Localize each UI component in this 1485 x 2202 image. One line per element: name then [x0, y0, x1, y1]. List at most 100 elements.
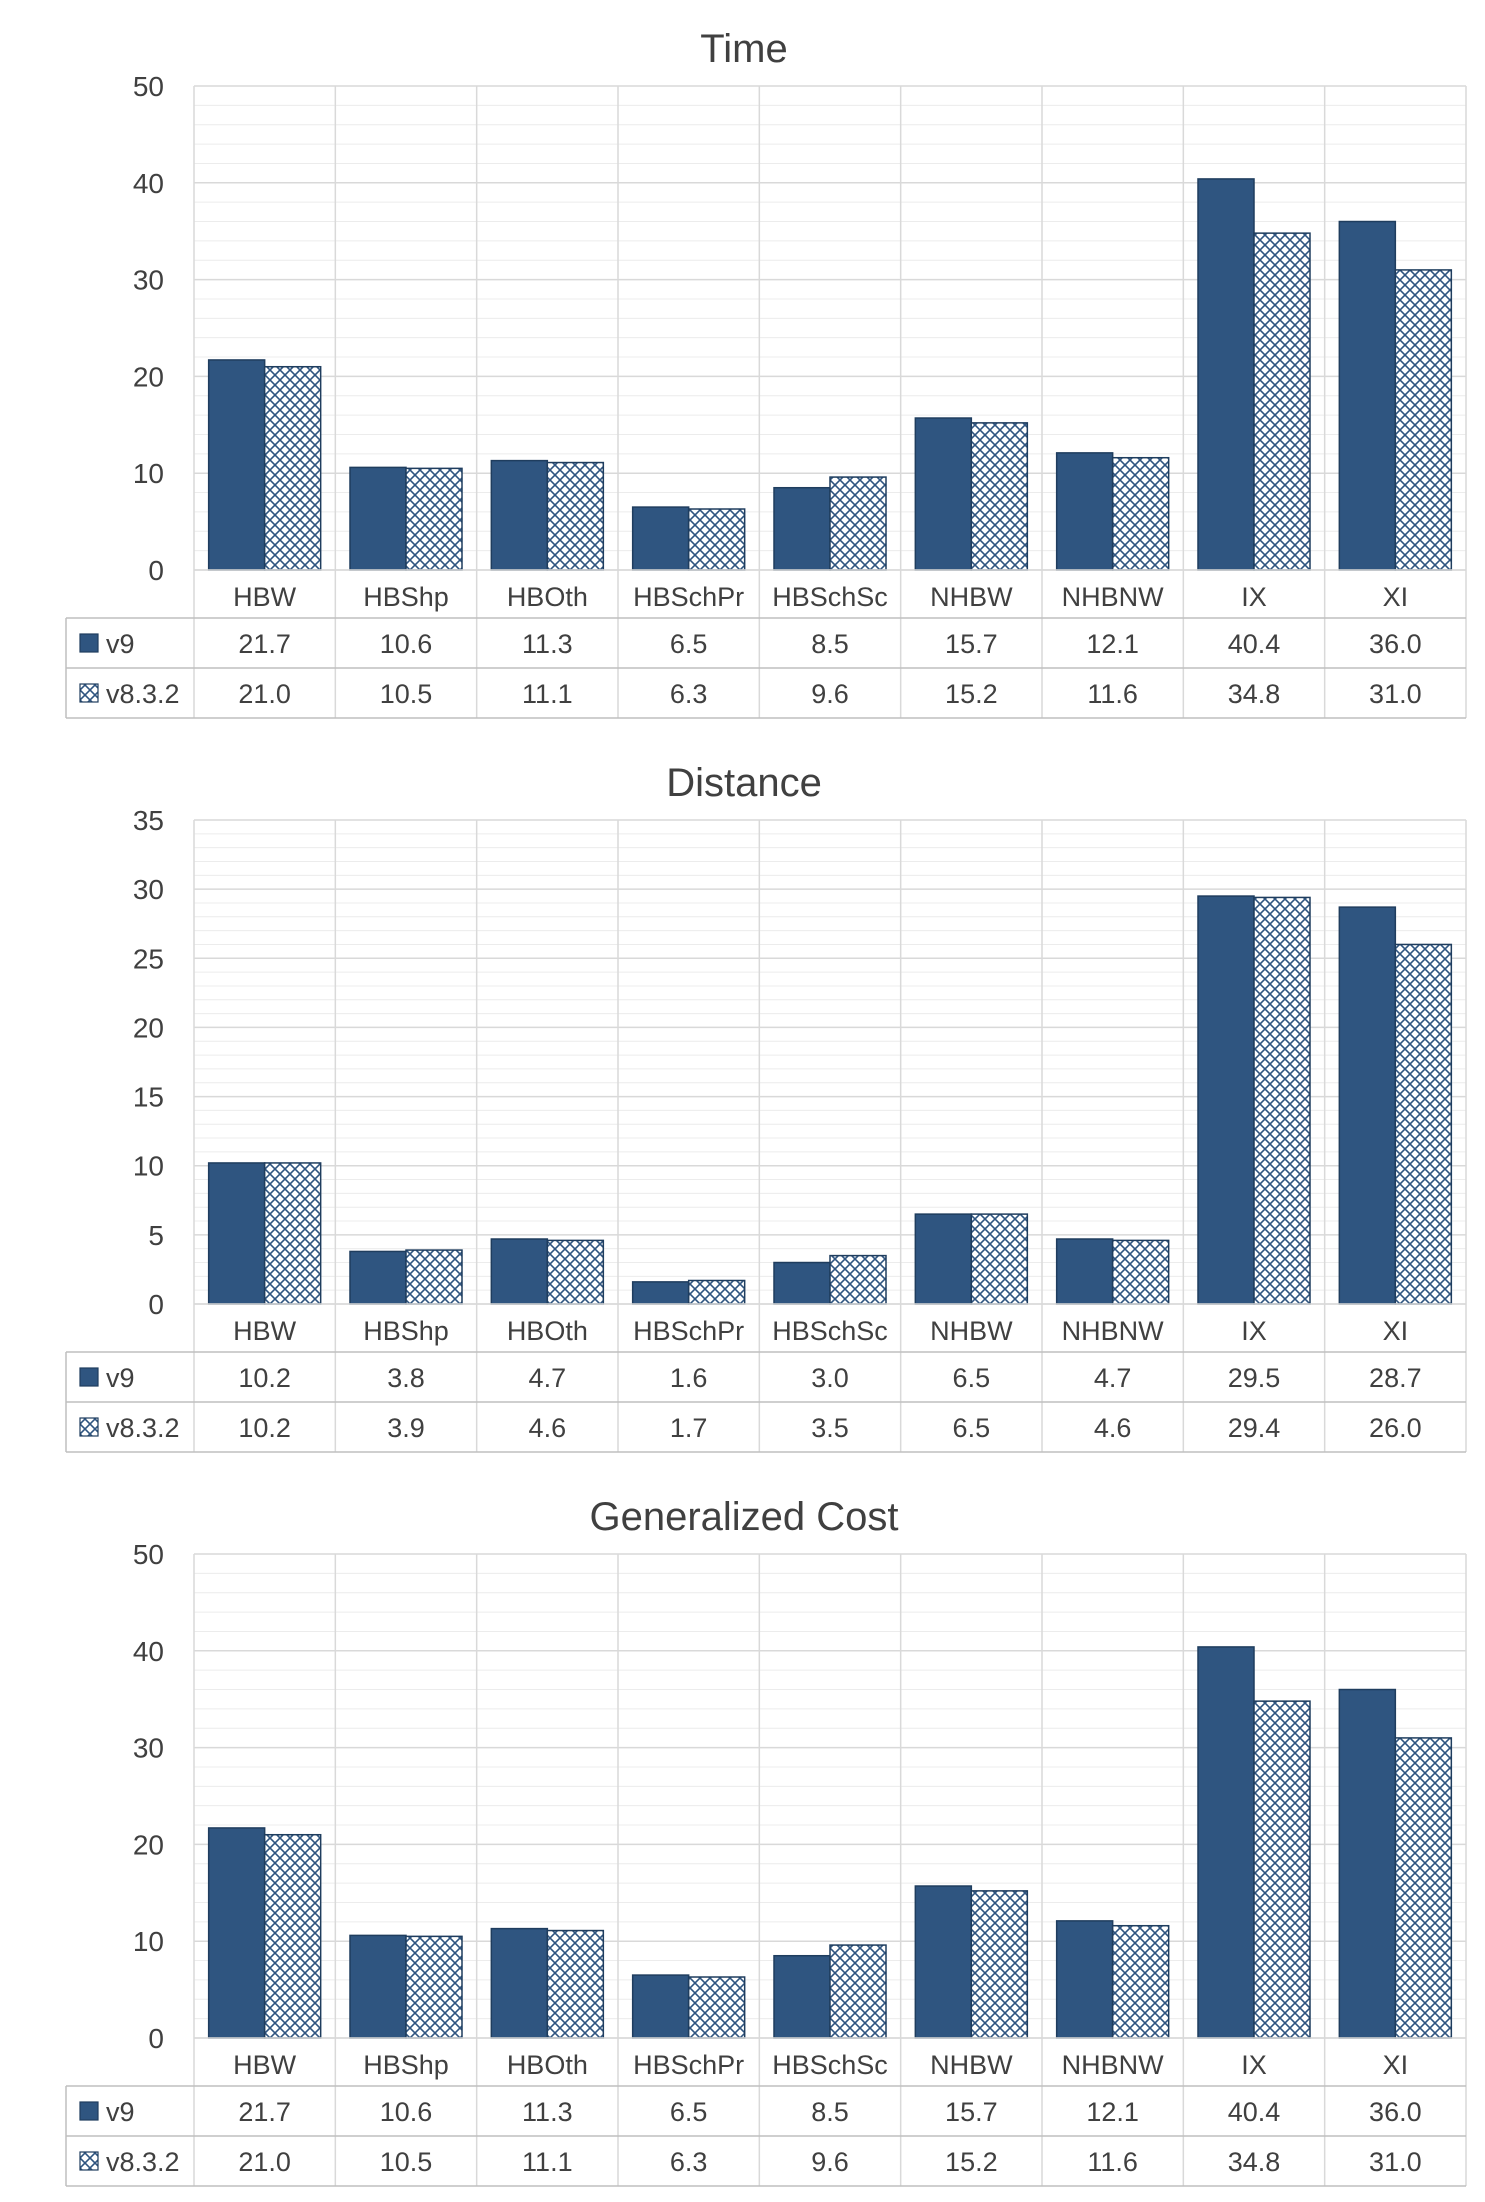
bar: [546, 1239, 605, 1305]
legend-label: v9: [106, 1363, 135, 1393]
x-tick-label: HBW: [233, 1316, 297, 1346]
x-tick-label: NHBNW: [1062, 582, 1165, 612]
table-value: 34.8: [1228, 679, 1281, 709]
x-tick-label: XI: [1383, 2050, 1409, 2080]
table-value: 15.2: [945, 679, 998, 709]
time-chart: Time 0 10 20 30 40 50 HBW HBShp HBOth HBSchPr HBSch…: [65, 27, 1467, 719]
x-tick-label: HBOth: [507, 2050, 588, 2080]
bar: [1253, 896, 1311, 1305]
y-tick-label: 15: [133, 1082, 164, 1113]
legend-key-v9: [79, 633, 99, 653]
bar: [263, 1162, 322, 1305]
table-value: 12.1: [1086, 2097, 1139, 2127]
bar: [631, 1974, 690, 2039]
table-value: 15.2: [945, 2147, 998, 2177]
x-tick-label: HBSchSc: [772, 2050, 888, 2080]
y-tick-label: 30: [133, 1733, 164, 1764]
table-value: 11.1: [522, 679, 573, 709]
bar: [207, 359, 266, 571]
table-value: 8.5: [811, 2097, 849, 2127]
chart-title: Time: [700, 27, 787, 71]
legend-key-v9: [79, 1367, 99, 1387]
bar: [1338, 1688, 1397, 2039]
bar: [1253, 232, 1311, 571]
legend-key-v9: [79, 2101, 99, 2121]
generalized-cost-chart: Generalized Cost 0 10 20 30 40 50 HBW HBShp HBOth…: [65, 1495, 1467, 2187]
legend-label: v9: [106, 629, 135, 659]
bar: [829, 1254, 887, 1305]
series-v8-3-2: [263, 896, 1453, 1305]
bar: [546, 1929, 605, 2039]
bar: [349, 1934, 407, 2039]
table-value: 4.6: [1094, 1413, 1132, 1443]
table-value: 31.0: [1369, 2147, 1422, 2177]
x-tick-label: NHBW: [930, 582, 1013, 612]
bar: [263, 365, 322, 571]
bar: [490, 1238, 549, 1305]
table-value: 21.7: [238, 2097, 291, 2127]
bar: [1197, 1646, 1255, 2039]
bar: [349, 466, 407, 571]
table-value: 29.4: [1228, 1413, 1281, 1443]
y-tick-label: 40: [133, 1636, 164, 1667]
table-value: 4.6: [529, 1413, 567, 1443]
table-value: 40.4: [1228, 2097, 1281, 2127]
bar: [914, 417, 973, 571]
table-value: 21.0: [238, 679, 291, 709]
bar: [1197, 178, 1255, 571]
legend-key-v8-3-2: [79, 2151, 99, 2171]
y-tick-label: 40: [133, 168, 164, 199]
bar: [490, 1927, 549, 2039]
bar: [1055, 1920, 1114, 2039]
table-value: 6.3: [670, 2147, 708, 2177]
x-tick-label: IX: [1241, 2050, 1267, 2080]
bar: [687, 1976, 746, 2039]
bar: [970, 1213, 1029, 1305]
table-value: 26.0: [1369, 1413, 1422, 1443]
bar: [773, 1261, 831, 1305]
table-value: 21.7: [238, 629, 291, 659]
y-tick-label: 50: [133, 71, 164, 102]
table-value: 6.5: [670, 2097, 708, 2127]
bar: [1253, 1700, 1311, 2039]
table-value: 3.8: [387, 1363, 425, 1393]
table-value: 31.0: [1369, 679, 1422, 709]
bar: [490, 459, 549, 571]
y-tick-label: 10: [133, 458, 164, 489]
legend-key-v8-3-2: [79, 1417, 99, 1437]
bar: [829, 476, 887, 571]
y-tick-label: 0: [148, 2023, 164, 2054]
table-value: 10.2: [238, 1413, 291, 1443]
x-tick-label: NHBW: [930, 2050, 1013, 2080]
bar: [1197, 895, 1255, 1305]
bar: [829, 1944, 887, 2039]
table-value: 34.8: [1228, 2147, 1281, 2177]
table-value: 15.7: [945, 629, 998, 659]
y-tick-label: 35: [133, 805, 164, 836]
bar: [1111, 1924, 1170, 2039]
x-tick-label: HBOth: [507, 582, 588, 612]
bar: [970, 422, 1029, 571]
bar: [1111, 1239, 1170, 1305]
table-value: 8.5: [811, 629, 849, 659]
table-value: 9.6: [811, 2147, 849, 2177]
y-tick-label: 10: [133, 1926, 164, 1957]
bar: [687, 1279, 746, 1305]
y-tick-label: 5: [148, 1220, 164, 1251]
legend-label: v8.3.2: [106, 679, 180, 709]
table-value: 11.1: [522, 2147, 573, 2177]
bar: [1338, 220, 1397, 571]
table-value: 36.0: [1369, 629, 1422, 659]
table-value: 9.6: [811, 679, 849, 709]
table-value: 11.6: [1087, 2147, 1138, 2177]
bar: [773, 486, 831, 571]
bar: [546, 461, 605, 571]
bar: [687, 508, 746, 571]
table-value: 10.5: [380, 2147, 433, 2177]
y-tick-label: 30: [133, 874, 164, 905]
table-value: 6.3: [670, 679, 708, 709]
bar: [1338, 906, 1397, 1305]
x-tick-label: HBSchSc: [772, 1316, 888, 1346]
bar: [263, 1833, 322, 2039]
